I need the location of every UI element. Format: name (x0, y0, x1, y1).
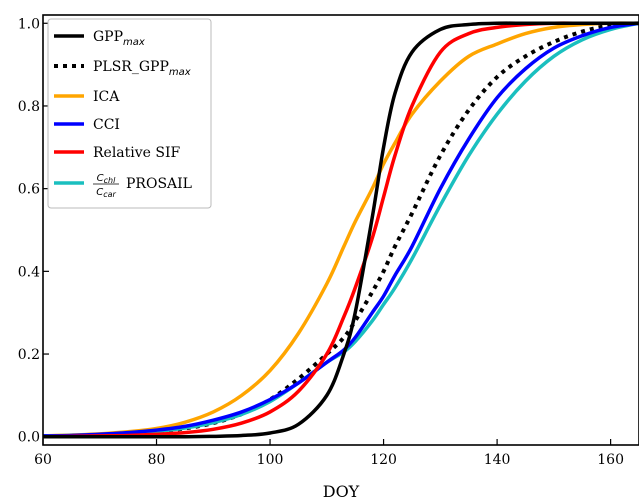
x-tick-label: 60 (34, 452, 52, 468)
x-axis-title: DOY (323, 482, 360, 501)
legend-label: PROSAIL (126, 176, 192, 192)
series-line-1 (42, 21, 639, 439)
x-tick-label: 160 (597, 452, 624, 468)
y-tick-label: 0.2 (18, 347, 40, 363)
x-tick-label: 120 (370, 452, 397, 468)
x-tick-label: 140 (484, 452, 511, 468)
y-tick-label: 0.8 (18, 99, 40, 115)
y-tick-label: 0.6 (18, 182, 40, 198)
series-line-3 (42, 21, 639, 438)
legend-label: ICA (93, 89, 120, 105)
plot-frame (42, 14, 639, 446)
y-tick-label: 0.0 (18, 430, 40, 446)
legend-fraction-numerator: Cchl (97, 173, 116, 185)
series-layer (42, 21, 639, 439)
ticks-layer: 60 80 100 120 140 160 0.0 0.2 0.4 0.6 0.8 1.0 (18, 16, 624, 468)
legend-fraction-denominator: Ccar (96, 187, 116, 199)
legend-box (47, 18, 212, 209)
legend-label: PLSR_GPPmax (93, 59, 191, 78)
x-tick-label: 100 (257, 452, 284, 468)
y-tick-label: 1.0 (18, 16, 40, 32)
series-line-0 (43, 21, 639, 439)
legend-label: Relative SIF (93, 145, 181, 161)
legend-label: CCI (93, 117, 120, 133)
y-tick-label: 0.4 (18, 264, 40, 280)
x-tick-label: 80 (148, 452, 166, 468)
